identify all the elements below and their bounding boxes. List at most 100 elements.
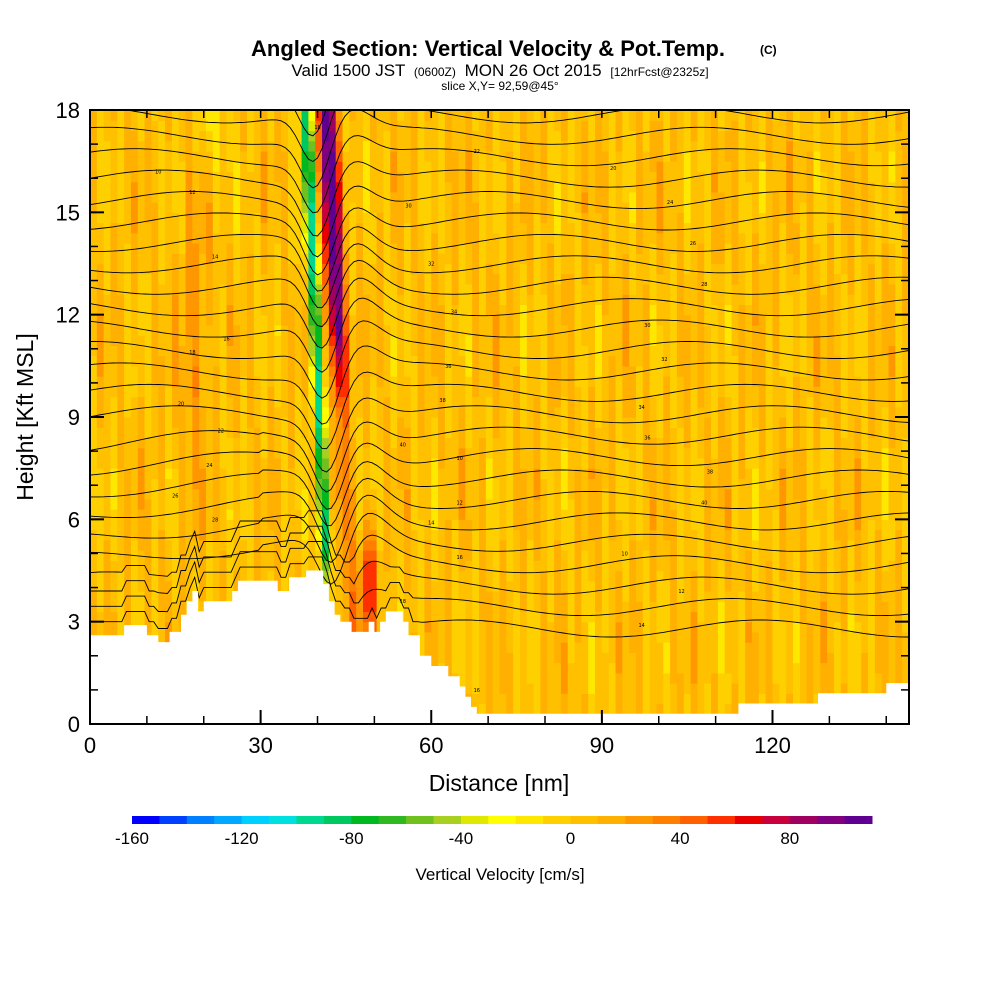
velocity-cell — [110, 283, 118, 295]
velocity-cell — [253, 140, 262, 152]
velocity-cell — [165, 314, 173, 326]
velocity-cell — [540, 683, 548, 694]
velocity-cell — [287, 376, 296, 387]
velocity-cell — [506, 222, 514, 234]
velocity-cell — [363, 590, 371, 602]
velocity-cell — [588, 294, 596, 306]
velocity-cell — [130, 335, 139, 346]
velocity-cell — [281, 181, 289, 193]
velocity-cell — [465, 601, 473, 613]
velocity-cell — [96, 498, 105, 510]
velocity-cell — [315, 273, 323, 285]
velocity-cell — [233, 488, 241, 500]
velocity-cell — [356, 488, 364, 500]
velocity-cell — [472, 396, 480, 408]
velocity-cell — [90, 161, 98, 172]
velocity-cell — [383, 294, 391, 306]
velocity-cell — [608, 478, 617, 490]
velocity-cell — [178, 181, 187, 193]
velocity-cell — [124, 232, 132, 244]
velocity-cell — [465, 529, 473, 541]
velocity-cell — [390, 376, 398, 387]
velocity-cell — [560, 283, 569, 295]
velocity-cell — [308, 202, 316, 213]
velocity-cell — [178, 560, 187, 572]
velocity-cell — [349, 457, 357, 469]
velocity-cell — [615, 386, 623, 398]
velocity-cell — [110, 181, 118, 193]
velocity-cell — [513, 642, 521, 653]
velocity-cell — [199, 324, 207, 336]
velocity-cell — [342, 243, 350, 254]
velocity-cell — [376, 140, 385, 152]
velocity-cell — [588, 662, 596, 674]
velocity-cell — [335, 345, 344, 357]
velocity-cell — [383, 386, 391, 398]
velocity-cell — [567, 519, 576, 531]
velocity-cell — [369, 611, 378, 623]
velocity-cell — [192, 232, 200, 244]
velocity-cell — [547, 683, 555, 694]
velocity-cell — [397, 283, 405, 295]
velocity-cell — [567, 110, 576, 121]
velocity-cell — [376, 120, 385, 132]
velocity-cell — [526, 550, 535, 561]
velocity-cell — [608, 335, 617, 346]
velocity-cell — [246, 427, 255, 439]
velocity-cell — [117, 437, 125, 449]
velocity-cell — [171, 304, 180, 316]
velocity-cell — [96, 621, 105, 633]
velocity-cell — [431, 283, 439, 295]
velocity-cell — [294, 150, 303, 162]
velocity-cell — [383, 253, 391, 265]
velocity-cell — [192, 304, 200, 316]
velocity-cell — [369, 140, 378, 152]
velocity-cell — [519, 621, 528, 633]
velocity-cell — [322, 406, 330, 418]
velocity-cell — [417, 478, 426, 490]
velocity-cell — [519, 212, 528, 224]
velocity-cell — [219, 294, 228, 306]
velocity-cell — [144, 120, 153, 132]
velocity-cell — [308, 529, 316, 541]
velocity-cell — [410, 202, 419, 213]
velocity-cell — [595, 611, 603, 623]
velocity-cell — [608, 130, 617, 142]
velocity-cell — [206, 468, 214, 479]
velocity-cell — [642, 294, 651, 306]
velocity-cell — [513, 509, 521, 520]
velocity-cell — [629, 386, 637, 398]
velocity-cell — [369, 488, 378, 500]
velocity-cell — [281, 150, 289, 162]
velocity-cell — [137, 150, 146, 162]
velocity-cell — [622, 611, 630, 623]
velocity-cell — [103, 130, 112, 142]
velocity-cell — [588, 120, 596, 132]
velocity-cell — [212, 335, 221, 346]
velocity-cell — [308, 273, 316, 285]
velocity-cell — [601, 171, 610, 183]
velocity-cell — [513, 406, 521, 418]
velocity-cell — [369, 335, 378, 346]
velocity-cell — [642, 181, 651, 193]
velocity-cell — [424, 171, 432, 183]
velocity-cell — [390, 181, 398, 193]
velocity-cell — [137, 539, 146, 551]
velocity-cell — [342, 335, 350, 346]
velocity-cell — [124, 273, 132, 285]
velocity-cell — [506, 417, 514, 428]
velocity-cell — [410, 283, 419, 295]
velocity-cell — [117, 457, 125, 469]
velocity-cell — [246, 181, 255, 193]
velocity-cell — [267, 263, 275, 275]
velocity-cell — [465, 590, 473, 602]
velocity-cell — [240, 560, 248, 572]
velocity-cell — [185, 580, 193, 592]
velocity-cell — [356, 212, 364, 224]
velocity-cell — [253, 324, 262, 336]
velocity-cell — [328, 304, 337, 316]
velocity-cell — [554, 417, 562, 428]
velocity-cell — [267, 560, 275, 572]
velocity-cell — [444, 222, 453, 234]
velocity-cell — [144, 590, 153, 602]
